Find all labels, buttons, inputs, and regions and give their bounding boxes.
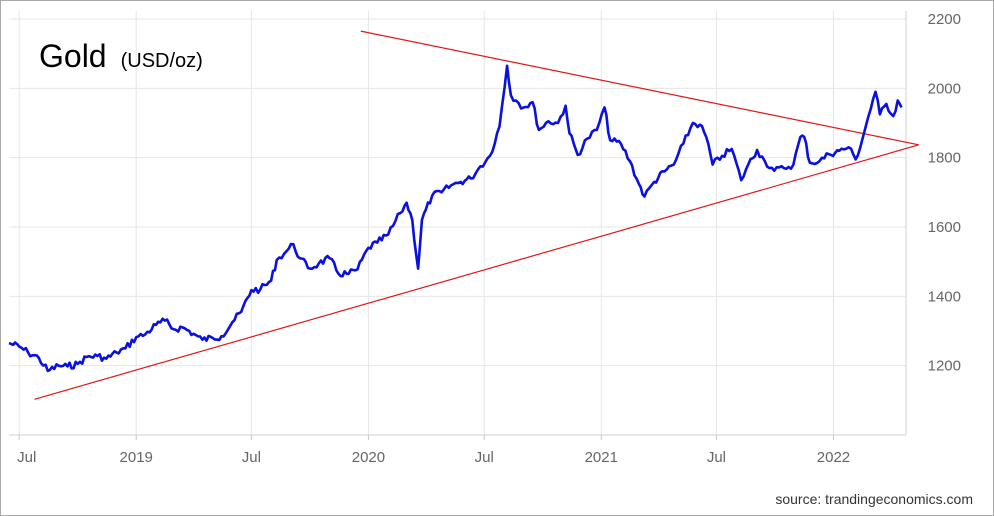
x-tick-2: Jul bbox=[242, 449, 261, 466]
y-tick-2000: 2000 bbox=[928, 80, 961, 97]
chart-title-text: Gold bbox=[39, 38, 107, 74]
x-tick-5: 2021 bbox=[585, 449, 618, 466]
x-tick-7: 2022 bbox=[817, 449, 850, 466]
axis-layer bbox=[9, 11, 907, 436]
x-tick-6: Jul bbox=[707, 449, 726, 466]
x-tick-0: Jul bbox=[17, 449, 36, 466]
x-tick-1: 2019 bbox=[120, 449, 153, 466]
chart-title: Gold (USD/oz) bbox=[39, 38, 203, 74]
x-tick-3: 2020 bbox=[352, 449, 385, 466]
trendline-upper bbox=[360, 30, 919, 146]
grid-layer bbox=[9, 11, 906, 440]
y-tick-1600: 1600 bbox=[928, 219, 961, 236]
x-tick-4: Jul bbox=[475, 449, 494, 466]
trendline-lower bbox=[34, 144, 919, 400]
y-tick-labels: 1200 1400 1600 1800 2000 2200 bbox=[928, 11, 961, 375]
y-tick-1200: 1200 bbox=[928, 358, 961, 375]
y-tick-2200: 2200 bbox=[928, 11, 961, 28]
source-label: source: trandingeconomics.com bbox=[775, 491, 973, 507]
trendlines bbox=[34, 30, 919, 400]
x-tick-labels: Jul 2019 Jul 2020 Jul 2021 Jul 2022 bbox=[17, 449, 850, 466]
price-series-line-0 bbox=[8, 64, 903, 373]
y-tick-1400: 1400 bbox=[928, 288, 961, 305]
chart-unit-text: (USD/oz) bbox=[121, 50, 203, 72]
y-tick-1800: 1800 bbox=[928, 150, 961, 167]
series-layer bbox=[8, 64, 903, 373]
